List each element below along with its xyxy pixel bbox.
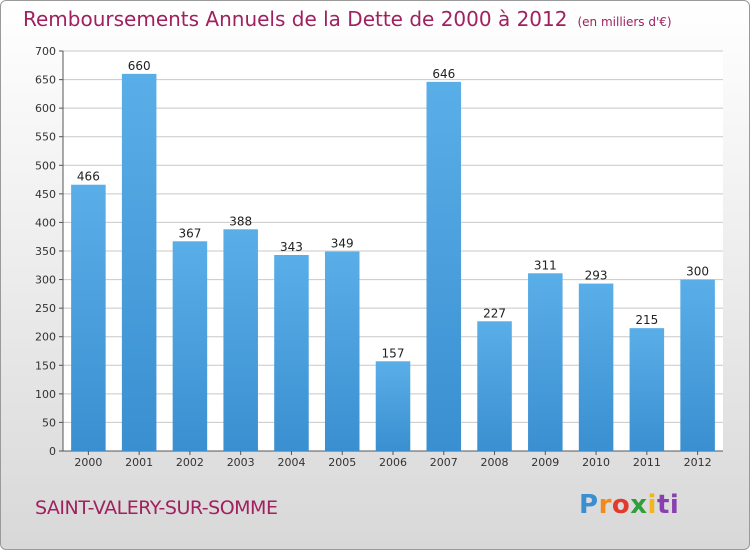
commune-name: SAINT-VALERY-SUR-SOMME [35,497,278,519]
chart-title: Remboursements Annuels de la Dette de 20… [23,7,672,31]
y-tick-label: 550 [35,131,56,144]
data-label: 293 [585,269,608,283]
y-tick-label: 300 [35,274,56,287]
bar [223,229,258,451]
bar [375,361,411,451]
bar [680,279,715,451]
chart-subtitle: (en milliers d'€) [577,15,672,29]
y-tick-label: 200 [35,331,56,344]
y-tick-label: 450 [35,188,56,201]
bar [578,283,614,451]
proxiti-logo: Proxiti [579,490,679,520]
data-label: 367 [178,226,201,240]
bar [629,328,665,451]
bar [528,273,563,451]
data-label: 343 [280,240,303,254]
y-tick-label: 400 [35,216,56,229]
x-tick-label: 2001 [125,456,153,469]
y-tick-label: 350 [35,245,56,258]
y-tick-label: 100 [35,388,56,401]
data-label: 349 [331,237,354,251]
data-label: 215 [635,313,658,327]
y-tick-label: 150 [35,359,56,372]
data-label: 300 [686,265,709,279]
bar [477,321,512,451]
x-tick-label: 2010 [582,456,610,469]
logo-letter: x [630,490,648,520]
x-tick-label: 2002 [176,456,204,469]
y-tick-label: 650 [35,74,56,87]
chart-title-text: Remboursements Annuels de la Dette de 20… [23,7,568,31]
data-label: 227 [483,306,506,320]
x-tick-label: 2004 [277,456,305,469]
bar [172,241,208,451]
x-tick-label: 2012 [684,456,712,469]
x-tick-label: 2009 [531,456,559,469]
x-tick-label: 2000 [74,456,102,469]
bar [71,184,106,451]
logo-letter: i [647,490,657,520]
logo-letter: ti [656,490,680,520]
y-tick-label: 0 [49,445,56,458]
y-tick-label: 600 [35,102,56,115]
x-tick-label: 2003 [227,456,255,469]
logo-letter: r [598,490,612,520]
bar [426,81,462,451]
data-label: 466 [77,170,100,184]
data-label: 646 [432,67,455,81]
logo-letter: P [579,490,599,520]
x-tick-label: 2006 [379,456,407,469]
bar [121,73,157,451]
data-label: 388 [229,214,252,228]
y-tick-label: 500 [35,159,56,172]
x-tick-label: 2008 [481,456,509,469]
x-tick-label: 2007 [430,456,458,469]
y-tick-label: 50 [42,416,56,429]
logo-letter: o [611,490,631,520]
data-label: 311 [534,258,557,272]
y-tick-label: 700 [35,45,56,58]
y-tick-label: 250 [35,302,56,315]
data-label: 157 [382,346,405,360]
x-tick-label: 2005 [328,456,356,469]
bar [274,255,309,451]
bar [324,251,360,451]
data-label: 660 [128,59,151,73]
x-tick-label: 2011 [633,456,661,469]
